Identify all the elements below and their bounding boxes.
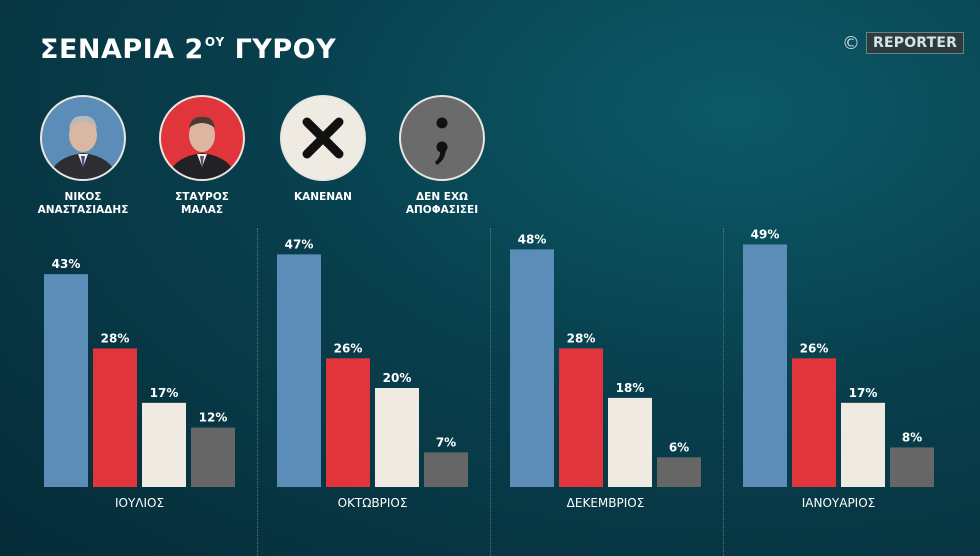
legend-label: ΣΤΑΥΡΟΣ ΜΑΛΑΣ (175, 191, 229, 216)
legend-item-anastasiades: ΝΙΚΟΣ ΑΝΑΣΤΑΣΙΑΔΗΣ (28, 95, 138, 217)
portrait-malas-icon (159, 95, 245, 181)
bar (657, 457, 701, 487)
bar-value-label: 18% (616, 381, 645, 395)
bar-value-label: 17% (849, 386, 878, 400)
bar-value-label: 43% (52, 257, 81, 271)
portrait-anastasiades-icon (40, 95, 126, 181)
bar (277, 254, 321, 487)
bar-value-label: 28% (567, 331, 596, 345)
bar-value-label: 20% (383, 371, 412, 385)
legend-item-malas: ΣΤΑΥΡΟΣ ΜΑΛΑΣ (147, 95, 257, 217)
bar (890, 447, 934, 487)
legend-label: ΔΕΝ ΕΧΩ ΑΠΟΦΑΣΙΣΕΙ (405, 191, 479, 216)
title-rest: ΓΥΡΟΥ (224, 34, 337, 65)
category-label: ΟΚΤΩΒΡΙΟΣ (338, 496, 408, 510)
brand-logo: © REPORTER (842, 32, 965, 54)
category-label: ΔΕΚΕΜΒΡΙΟΣ (567, 496, 645, 510)
category-label: ΙΟΥΛΙΟΣ (115, 496, 164, 510)
semicolon-icon (399, 95, 485, 181)
bar (44, 274, 88, 487)
bar-value-label: 47% (285, 237, 314, 251)
bar (191, 427, 235, 487)
bar (510, 249, 554, 487)
bar (93, 348, 137, 487)
legend-item-none: ΚΑΝΕΝΑΝ (268, 95, 378, 204)
legend-label: ΚΑΝΕΝΑΝ (294, 191, 352, 203)
copyright-icon: © (842, 32, 860, 54)
title-superscript: ΟΥ (204, 35, 225, 49)
group-separator (490, 228, 491, 556)
bar-value-label: 49% (751, 227, 780, 241)
bar (424, 452, 468, 487)
bar-value-label: 8% (902, 430, 922, 444)
bar (608, 397, 652, 487)
title-main: ΣΕΝΑΡΙΑ 2 (40, 34, 204, 65)
legend-label: ΝΙΚΟΣ ΑΝΑΣΤΑΣΙΑΔΗΣ (37, 191, 129, 216)
bar (559, 348, 603, 487)
bar (841, 402, 885, 487)
bar-value-label: 28% (101, 331, 130, 345)
cross-icon (280, 95, 366, 181)
bar-value-label: 6% (669, 440, 689, 454)
bar-value-label: 7% (436, 435, 456, 449)
bar (743, 244, 787, 487)
bar-value-label: 26% (800, 341, 829, 355)
legend-item-undecided: ΔΕΝ ΕΧΩ ΑΠΟΦΑΣΙΣΕΙ (387, 95, 497, 217)
bar (375, 388, 419, 487)
chart-title: ΣΕΝΑΡΙΑ 2ΟΥ ΓΥΡΟΥ (40, 34, 336, 65)
bar-value-label: 17% (150, 386, 179, 400)
brand-name: REPORTER (866, 32, 965, 54)
bar-value-label: 12% (199, 411, 228, 425)
category-label: ΙΑΝΟΥΑΡΙΟΣ (802, 496, 876, 510)
group-separator (723, 228, 724, 556)
bar (142, 402, 186, 487)
bar-value-label: 48% (518, 232, 547, 246)
group-separator (257, 228, 258, 556)
bar (792, 358, 836, 487)
bar-value-label: 26% (334, 341, 363, 355)
bar (326, 358, 370, 487)
